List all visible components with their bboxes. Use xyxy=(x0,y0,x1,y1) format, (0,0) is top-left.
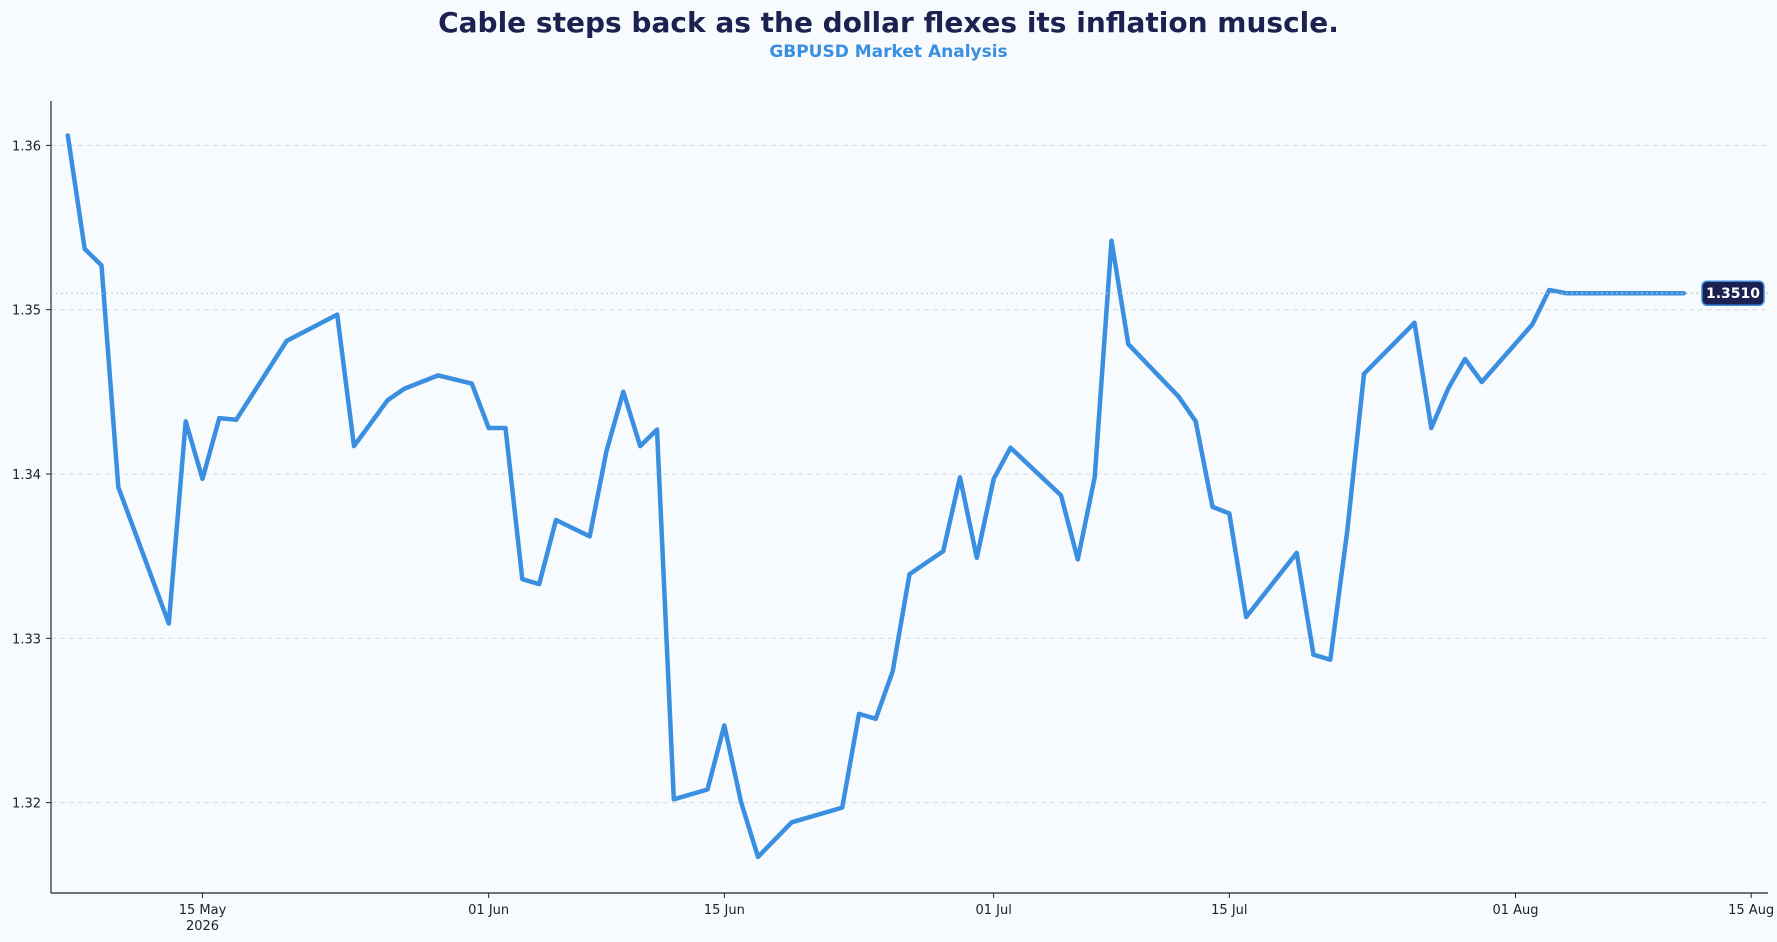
chart-title: Cable steps back as the dollar flexes it… xyxy=(438,6,1339,39)
x-tick-label: 01 Jul xyxy=(975,903,1011,918)
x-tick-label: 15 Aug xyxy=(1728,903,1774,918)
series-line xyxy=(65,133,1687,860)
x-tick-label: 01 Aug xyxy=(1492,903,1538,918)
y-tick-label: 1.35 xyxy=(12,304,41,319)
x-tick-sublabel: 2026 xyxy=(186,919,219,934)
x-tick-label: 01 Jun xyxy=(468,903,509,918)
last-value-badge xyxy=(1701,280,1765,306)
last-value-label: 1.3510 xyxy=(1706,286,1760,302)
x-tick-label: 15 Jun xyxy=(704,903,745,918)
y-tick-label: 1.36 xyxy=(12,139,41,154)
x-tick-label: 15 May xyxy=(179,903,227,918)
x-tick-label: 15 Jul xyxy=(1211,903,1247,918)
y-tick-label: 1.34 xyxy=(12,468,41,483)
y-tick-label: 1.32 xyxy=(12,797,41,812)
chart-subtitle: GBPUSD Market Analysis xyxy=(769,42,1008,62)
y-tick-label: 1.33 xyxy=(12,632,41,647)
